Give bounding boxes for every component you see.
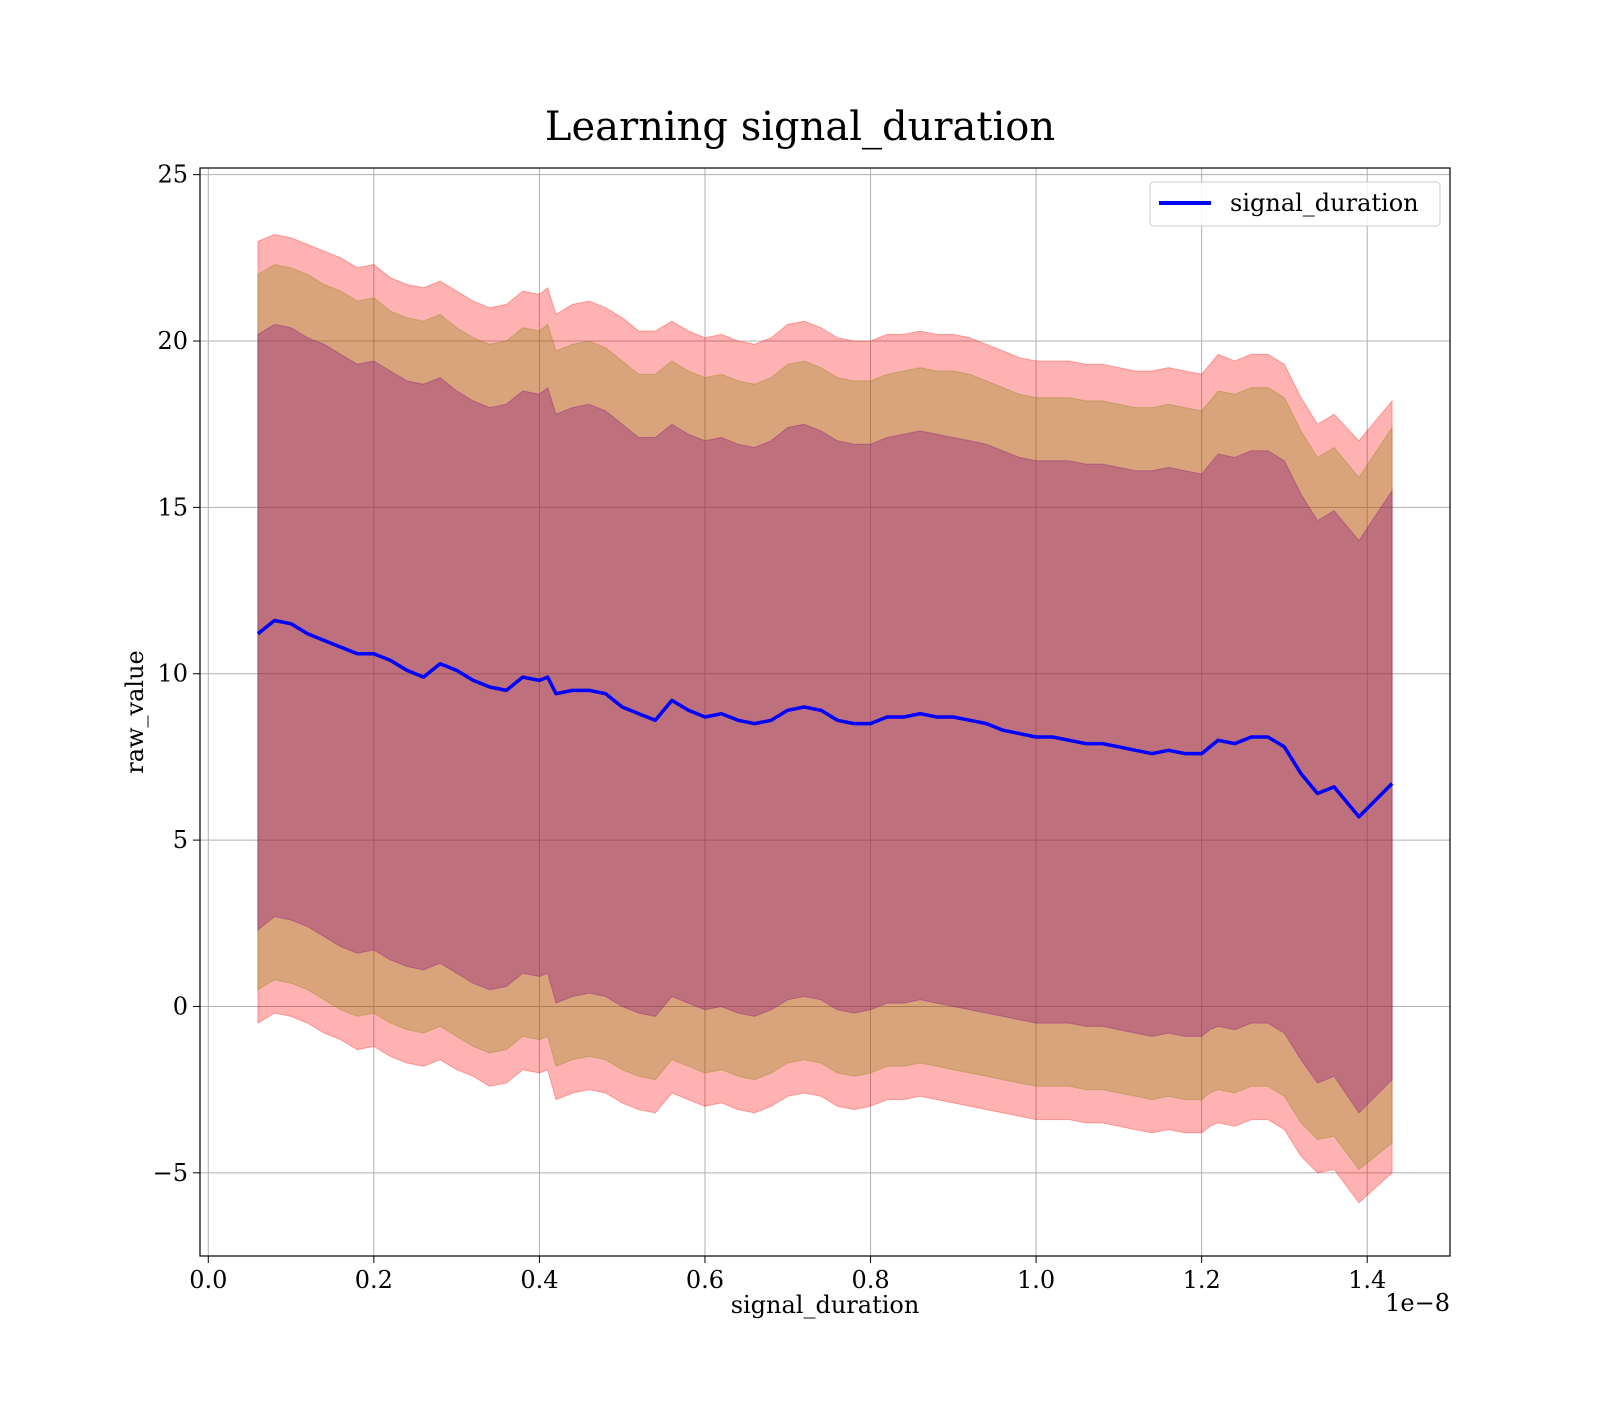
grid: [200, 168, 1450, 1256]
legend: signal_duration: [1149, 181, 1441, 227]
series-lines: [256, 618, 1394, 819]
x-tick-label: 1.2: [1183, 1266, 1221, 1294]
legend-entry: signal_duration: [1230, 189, 1419, 217]
confidence-band: [257, 263, 1393, 1171]
x-tick-label: 1.4: [1348, 1266, 1386, 1294]
chart-title: Learning signal_duration: [545, 104, 1055, 150]
x-tick-label: 0.2: [355, 1266, 393, 1294]
x-axis: 0.0 0.2 0.4 0.6 0.8 1.0 1.2 1.4: [189, 1256, 1386, 1294]
series-line: [256, 618, 1394, 819]
x-axis-offset-label: 1e−8: [1385, 1289, 1450, 1317]
confidence-bands: [257, 233, 1393, 1204]
plot-frame: [199, 167, 1451, 1257]
x-tick-label: 0.6: [686, 1266, 724, 1294]
y-tick-label: 25: [157, 161, 188, 189]
y-axis: −5 0 5 10 15 20 25: [153, 161, 200, 1187]
x-axis-label: signal_duration: [731, 1291, 920, 1319]
x-tick-label: 0.0: [189, 1266, 227, 1294]
y-tick-label: 0: [173, 992, 188, 1020]
confidence-band: [257, 323, 1393, 1114]
y-tick-label: 10: [157, 660, 188, 688]
x-tick-label: 0.8: [851, 1266, 889, 1294]
confidence-band: [257, 233, 1393, 1204]
x-tick-label: 1.0: [1017, 1266, 1055, 1294]
y-tick-label: −5: [153, 1159, 188, 1187]
y-axis-label: raw_value: [121, 650, 149, 774]
legend-box: [1149, 181, 1441, 227]
y-tick-label: 5: [173, 826, 188, 854]
y-tick-label: 20: [157, 327, 188, 355]
y-tick-label: 15: [157, 493, 188, 521]
x-tick-label: 0.4: [520, 1266, 558, 1294]
